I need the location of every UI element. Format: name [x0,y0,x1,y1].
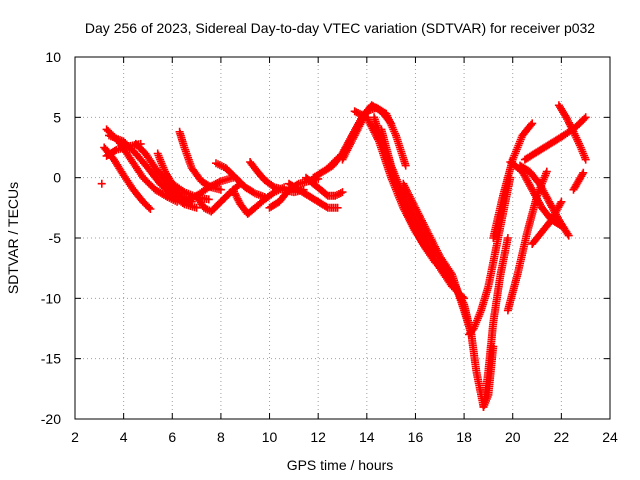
x-tick-label: 8 [217,429,225,445]
series-arc-26 [489,119,537,242]
series-arc-18 [338,103,410,170]
series-markers [528,197,566,248]
y-tick-label: 5 [53,109,61,125]
series-markers [569,168,588,194]
series-markers [192,179,245,216]
x-tick-label: 6 [168,429,176,445]
series-arc-24 [465,173,515,339]
y-tick-label: -20 [41,411,61,427]
series-layer [97,101,590,411]
series-markers [212,159,269,201]
x-tick-label: 22 [554,429,570,445]
series-markers [479,234,512,411]
series-arc-31 [528,197,566,248]
x-tick-label: 12 [310,429,326,445]
y-tick-label: -15 [41,351,61,367]
series-arc-15 [302,173,347,200]
series-arc-25 [479,234,512,411]
x-tick-label: 16 [408,429,424,445]
series-arc-28 [506,158,566,230]
series-markers [465,173,515,339]
series-arc-14 [285,179,342,212]
series-arc-33 [569,168,588,194]
x-tick-label: 18 [456,429,472,445]
series-arc-9 [192,179,245,216]
series-markers [285,179,342,212]
x-tick-label: 2 [71,429,79,445]
series-arc-7 [175,127,225,194]
series-markers [489,119,537,242]
series-arc-32 [554,101,590,164]
y-tick-label: -5 [49,230,62,246]
y-axis-label: SDTVAR / TECUs [5,182,21,294]
x-axis-label: GPS time / hours [287,457,394,473]
chart-title: Day 256 of 2023, Sidereal Day-to-day VTE… [85,20,595,36]
series-markers [338,103,410,170]
x-tick-label: 20 [505,429,521,445]
y-tick-label: 10 [45,49,61,65]
series-isolated [97,179,106,188]
series-markers [175,127,225,194]
x-tick-label: 4 [120,429,128,445]
series-markers [554,101,590,164]
series-arc-10 [212,159,269,201]
series-markers [506,158,566,230]
y-tick-label: 0 [53,170,61,186]
y-tick-label: -10 [41,290,61,306]
x-tick-label: 24 [602,429,618,445]
series-markers [97,179,106,188]
x-tick-label: 14 [359,429,375,445]
series-markers [302,173,347,200]
x-tick-label: 10 [262,429,278,445]
